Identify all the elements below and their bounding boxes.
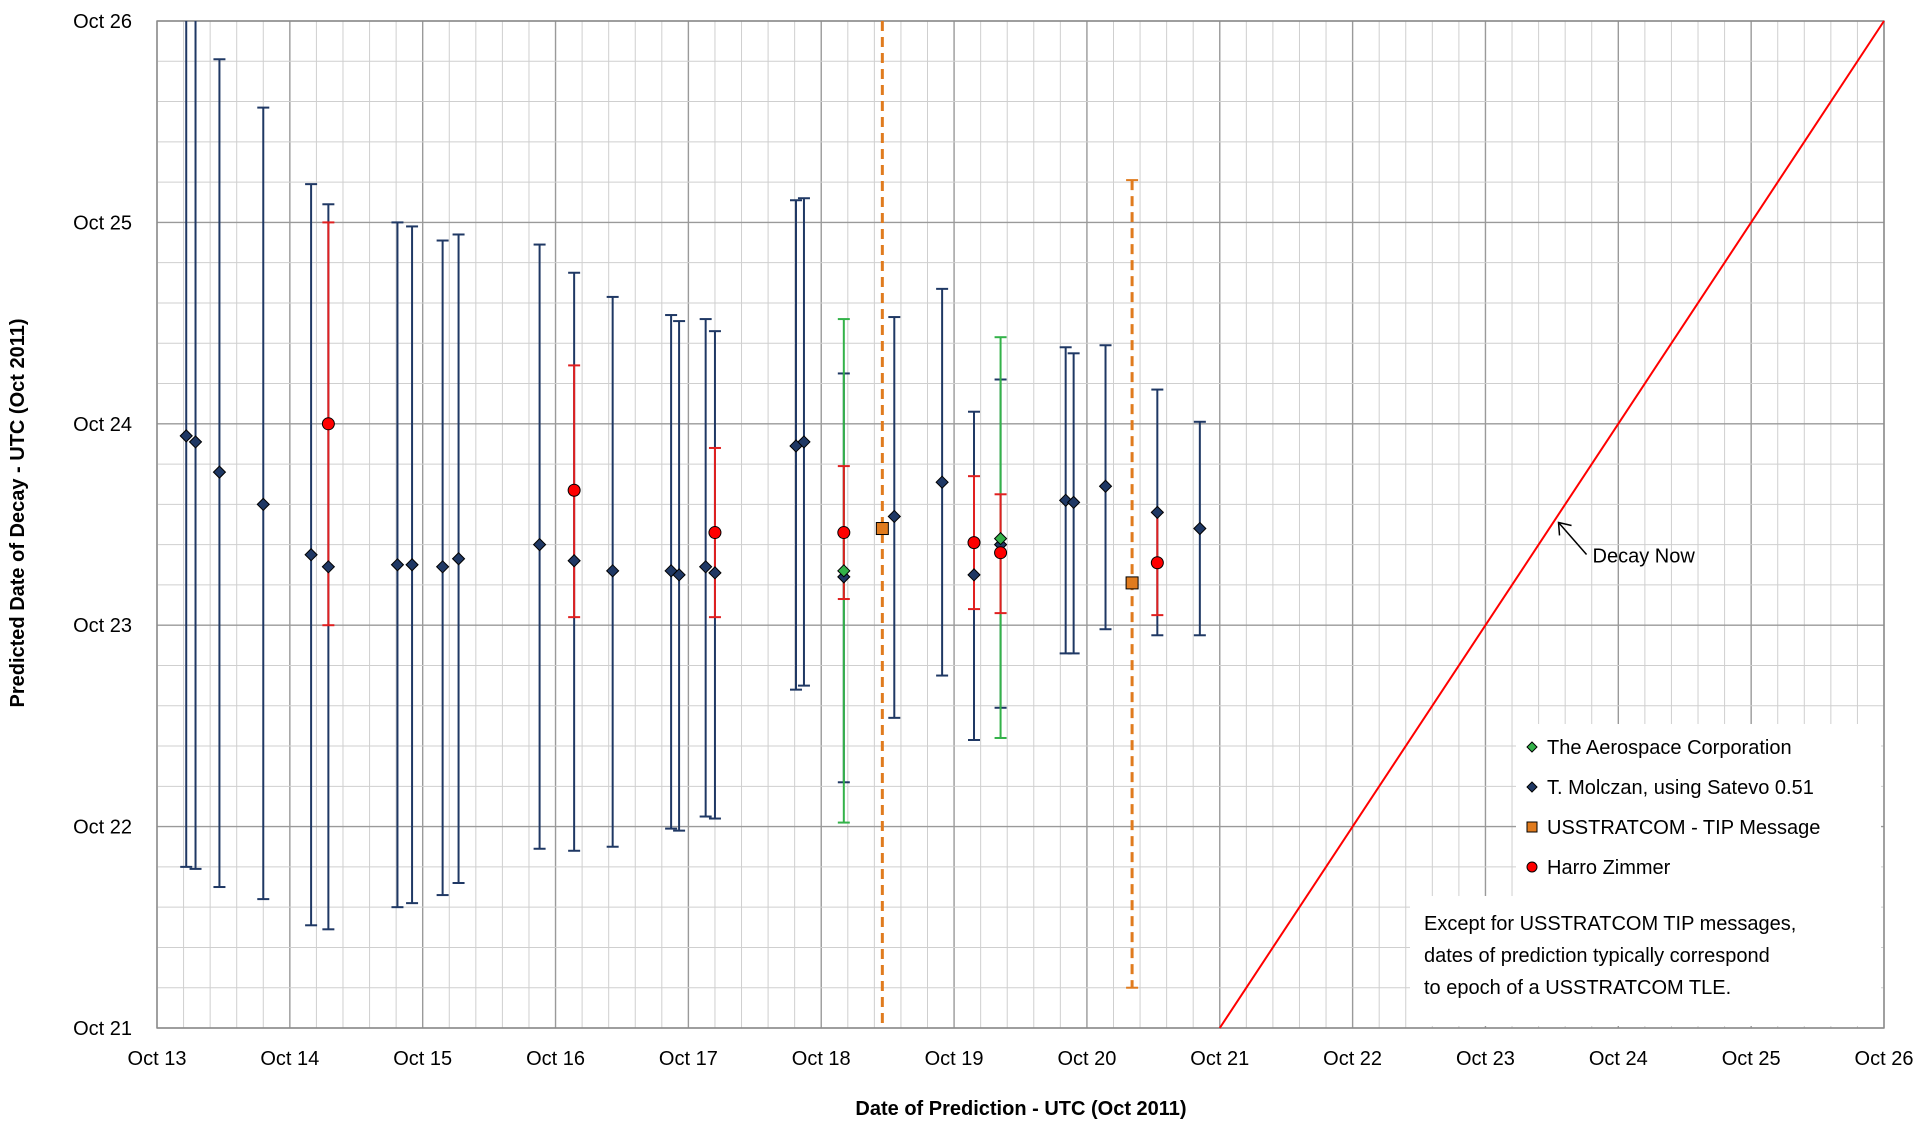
x-axis-title: Date of Prediction - UTC (Oct 2011) (855, 1098, 1186, 1120)
legend-marker-molczan (1526, 781, 1538, 793)
molczan-point (935, 475, 949, 489)
molczan-point (708, 566, 722, 580)
usstratcom-point (875, 522, 889, 536)
decay-now-arrowhead (1557, 521, 1572, 536)
molczan-point (1058, 493, 1073, 508)
zimmer-point (708, 526, 722, 540)
decay-now-label: Decay Now (1593, 545, 1696, 567)
molczan-point (967, 568, 981, 582)
molczan-point (1193, 521, 1207, 536)
legend-marker-usstratcom (1526, 821, 1538, 833)
y-axis-title: Predicted Date of Decay - UTC (Oct 2011) (7, 318, 29, 707)
note-box (1410, 896, 1881, 1026)
y-tick-label: Oct 22 (73, 817, 132, 839)
legend-label-zimmer: Harro Zimmer (1547, 857, 1671, 879)
note-line-2: dates of prediction typically correspond (1424, 945, 1770, 967)
molczan-point (451, 552, 466, 566)
zimmer-point (321, 417, 335, 431)
aerospace-point (993, 531, 1008, 546)
y-tick-label: Oct 21 (73, 1018, 132, 1040)
note-line-3: to epoch of a USSTRATCOM TLE. (1424, 977, 1731, 999)
x-tick-label: Oct 15 (393, 1048, 452, 1070)
molczan-point (435, 560, 450, 574)
decay-now-annotation: Decay Now (1557, 521, 1696, 567)
y-tick-label: Oct 25 (73, 212, 132, 234)
x-tick-label: Oct 17 (659, 1048, 718, 1070)
molczan-point (887, 509, 902, 524)
legend-label-usstratcom: USSTRATCOM - TIP Message (1547, 817, 1820, 839)
x-tick-label: Oct 22 (1323, 1048, 1382, 1070)
molczan-point (212, 465, 227, 479)
molczan-point (390, 558, 405, 572)
zimmer-point (1150, 556, 1164, 570)
x-tick-label: Oct 14 (260, 1048, 319, 1070)
molczan-point (1098, 479, 1113, 493)
molczan-point (321, 560, 336, 574)
x-tick-label: Oct 16 (526, 1048, 585, 1070)
x-tick-label: Oct 13 (128, 1048, 187, 1070)
x-tick-label: Oct 25 (1722, 1048, 1781, 1070)
legend-marker-zimmer (1526, 861, 1538, 873)
x-tick-label: Oct 20 (1057, 1048, 1116, 1070)
y-tick-label: Oct 26 (73, 11, 132, 33)
molczan-point (188, 435, 203, 449)
plot-border (156, 20, 1885, 1029)
aerospace-point (837, 564, 851, 578)
x-tick-label: Oct 26 (1855, 1048, 1914, 1070)
molczan-point (405, 558, 419, 572)
molczan-point (672, 568, 686, 582)
molczan-point (1150, 505, 1165, 520)
molczan-point (567, 554, 581, 568)
legend: The Aerospace Corporation T. Molczan, us… (1410, 724, 1881, 1026)
molczan-point (1066, 495, 1081, 510)
molczan-point (664, 564, 678, 578)
molczan-point (605, 564, 620, 578)
x-tick-label: Oct 23 (1456, 1048, 1515, 1070)
legend-box (1516, 724, 1881, 896)
molczan-point (698, 560, 713, 574)
note-line-1: Except for USSTRATCOM TIP messages, (1424, 913, 1796, 935)
usstratcom-point (1125, 576, 1139, 590)
zimmer-point (967, 536, 981, 550)
molczan-point (304, 548, 318, 562)
axes: Oct 13 Oct 14 Oct 15 Oct 16 Oct 17 Oct 18 Oct … (73, 11, 1913, 1070)
x-tick-label: Oct 18 (792, 1048, 851, 1070)
legend-label-molczan: T. Molczan, using Satevo 0.51 (1547, 777, 1814, 799)
decay-now-line-segment (1218, 20, 1885, 1029)
x-tick-label: Oct 24 (1589, 1048, 1648, 1070)
zimmer-point (994, 546, 1008, 560)
x-tick-label: Oct 19 (925, 1048, 984, 1070)
zimmer-point (837, 526, 851, 540)
molczan-point (256, 497, 270, 512)
zimmer-point (567, 483, 581, 497)
decay-now-arrow (1557, 521, 1588, 555)
molczan-point (532, 537, 547, 552)
y-tick-label: Oct 23 (73, 615, 132, 637)
legend-label-aerospace: The Aerospace Corporation (1547, 737, 1792, 759)
x-tick-label: Oct 21 (1190, 1048, 1249, 1070)
decay-now-line (1218, 20, 1885, 1029)
molczan-point (179, 429, 193, 443)
molczan-point (797, 435, 811, 449)
data-series (179, 21, 1207, 1028)
grid (156, 20, 1885, 1029)
y-tick-label: Oct 24 (73, 414, 132, 436)
legend-marker-aerospace (1526, 741, 1538, 753)
